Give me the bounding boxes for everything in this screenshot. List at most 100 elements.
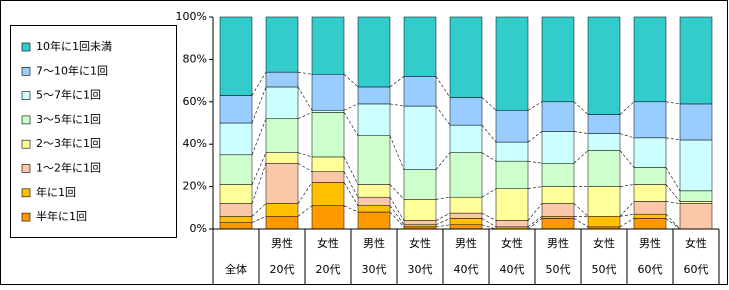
bar-segment <box>219 154 253 185</box>
connector <box>251 163 267 204</box>
connector <box>481 218 497 228</box>
bar-segment <box>633 16 667 103</box>
y-tick-label: 80% <box>183 52 207 65</box>
connector <box>297 182 313 204</box>
y-tick-label: 40% <box>183 137 207 150</box>
y-tick-label: 20% <box>183 180 207 193</box>
bar-segment <box>311 112 345 158</box>
connector <box>665 201 681 204</box>
bar-segment <box>311 205 345 230</box>
bar-segment <box>265 16 299 73</box>
x-tick-label: 20代 <box>316 263 341 276</box>
connector <box>251 71 267 96</box>
bar-segment <box>357 184 391 198</box>
connector <box>251 118 267 155</box>
connector <box>343 205 359 213</box>
bar-segment <box>219 95 253 124</box>
bar-segment <box>265 86 299 120</box>
bar-segment <box>449 196 483 214</box>
bar-segment <box>403 220 437 226</box>
x-tick-label: 50代 <box>546 263 571 276</box>
bar-segment <box>679 203 713 230</box>
bar-segment <box>449 97 483 126</box>
connector <box>297 163 313 173</box>
bar-segment <box>219 184 253 204</box>
bar-segment <box>541 101 575 132</box>
bar-segment <box>449 212 483 219</box>
connector <box>573 203 589 217</box>
connector <box>481 124 497 143</box>
legend-label: 3～5年に1回 <box>36 112 101 126</box>
bar-segment <box>219 122 253 156</box>
connector <box>527 203 543 221</box>
bar-segment <box>495 220 529 228</box>
connector <box>297 86 313 111</box>
bar-segment <box>357 196 391 206</box>
bar-segment <box>219 216 253 223</box>
legend-swatch <box>21 67 31 76</box>
bar-segment <box>679 190 713 202</box>
connector <box>297 152 313 158</box>
x-tick-label: 男性 <box>455 236 477 250</box>
connector <box>619 133 635 139</box>
legend-swatch <box>21 42 31 52</box>
connector <box>619 101 635 115</box>
x-tick-label: 女性 <box>685 236 707 250</box>
connector <box>389 76 405 88</box>
bar-segment <box>633 201 667 215</box>
bar-segment <box>357 205 391 213</box>
y-tick-label: 60% <box>183 95 207 108</box>
connector <box>435 218 451 226</box>
bar-segment <box>449 152 483 198</box>
bar-segment <box>403 199 437 221</box>
bar-segment <box>311 110 345 113</box>
connector <box>389 135 405 170</box>
bar-segment <box>633 167 667 185</box>
connector <box>665 213 681 230</box>
legend <box>10 25 177 238</box>
connector <box>251 216 267 223</box>
bar-segment <box>311 182 345 206</box>
x-tick-label: 女性 <box>593 236 615 250</box>
connector <box>389 211 405 228</box>
connector <box>619 201 635 217</box>
connector <box>619 150 635 168</box>
connector <box>343 182 359 206</box>
connector <box>527 218 543 230</box>
x-tick-label: 男性 <box>547 236 569 250</box>
connector <box>665 167 681 191</box>
legend-swatch <box>21 188 31 198</box>
connector <box>343 112 359 136</box>
bar-segment <box>219 203 253 217</box>
x-tick-label: 女性 <box>317 236 339 250</box>
connector <box>481 224 497 230</box>
bar-segment <box>679 16 713 105</box>
bar-segment <box>311 16 345 75</box>
connector <box>619 184 635 187</box>
bar-segment <box>587 133 621 151</box>
bar-segment <box>495 141 529 162</box>
x-tick-label: 女性 <box>501 236 523 250</box>
bar-segment <box>219 222 253 230</box>
bar-segment <box>403 105 437 170</box>
bar-segment <box>495 110 529 143</box>
bar-segment <box>357 86 391 105</box>
connector <box>481 188 497 198</box>
connector <box>435 224 451 228</box>
bar-segment <box>495 160 529 189</box>
legend-label: 2～3年に1回 <box>36 136 101 150</box>
connector <box>573 150 589 164</box>
bar-segment <box>541 203 575 217</box>
bar-segment <box>403 169 437 200</box>
x-tick-label: 男性 <box>639 236 661 250</box>
legend-label: 7～10年に1回 <box>36 63 108 77</box>
x-tick-label: 全体 <box>225 262 247 276</box>
bar-segment <box>265 203 299 217</box>
bar-segment <box>357 211 391 230</box>
connector <box>389 205 405 225</box>
bar-segment <box>633 213 667 219</box>
connector <box>665 184 681 202</box>
bar-segment <box>495 16 529 111</box>
connector <box>297 71 313 75</box>
